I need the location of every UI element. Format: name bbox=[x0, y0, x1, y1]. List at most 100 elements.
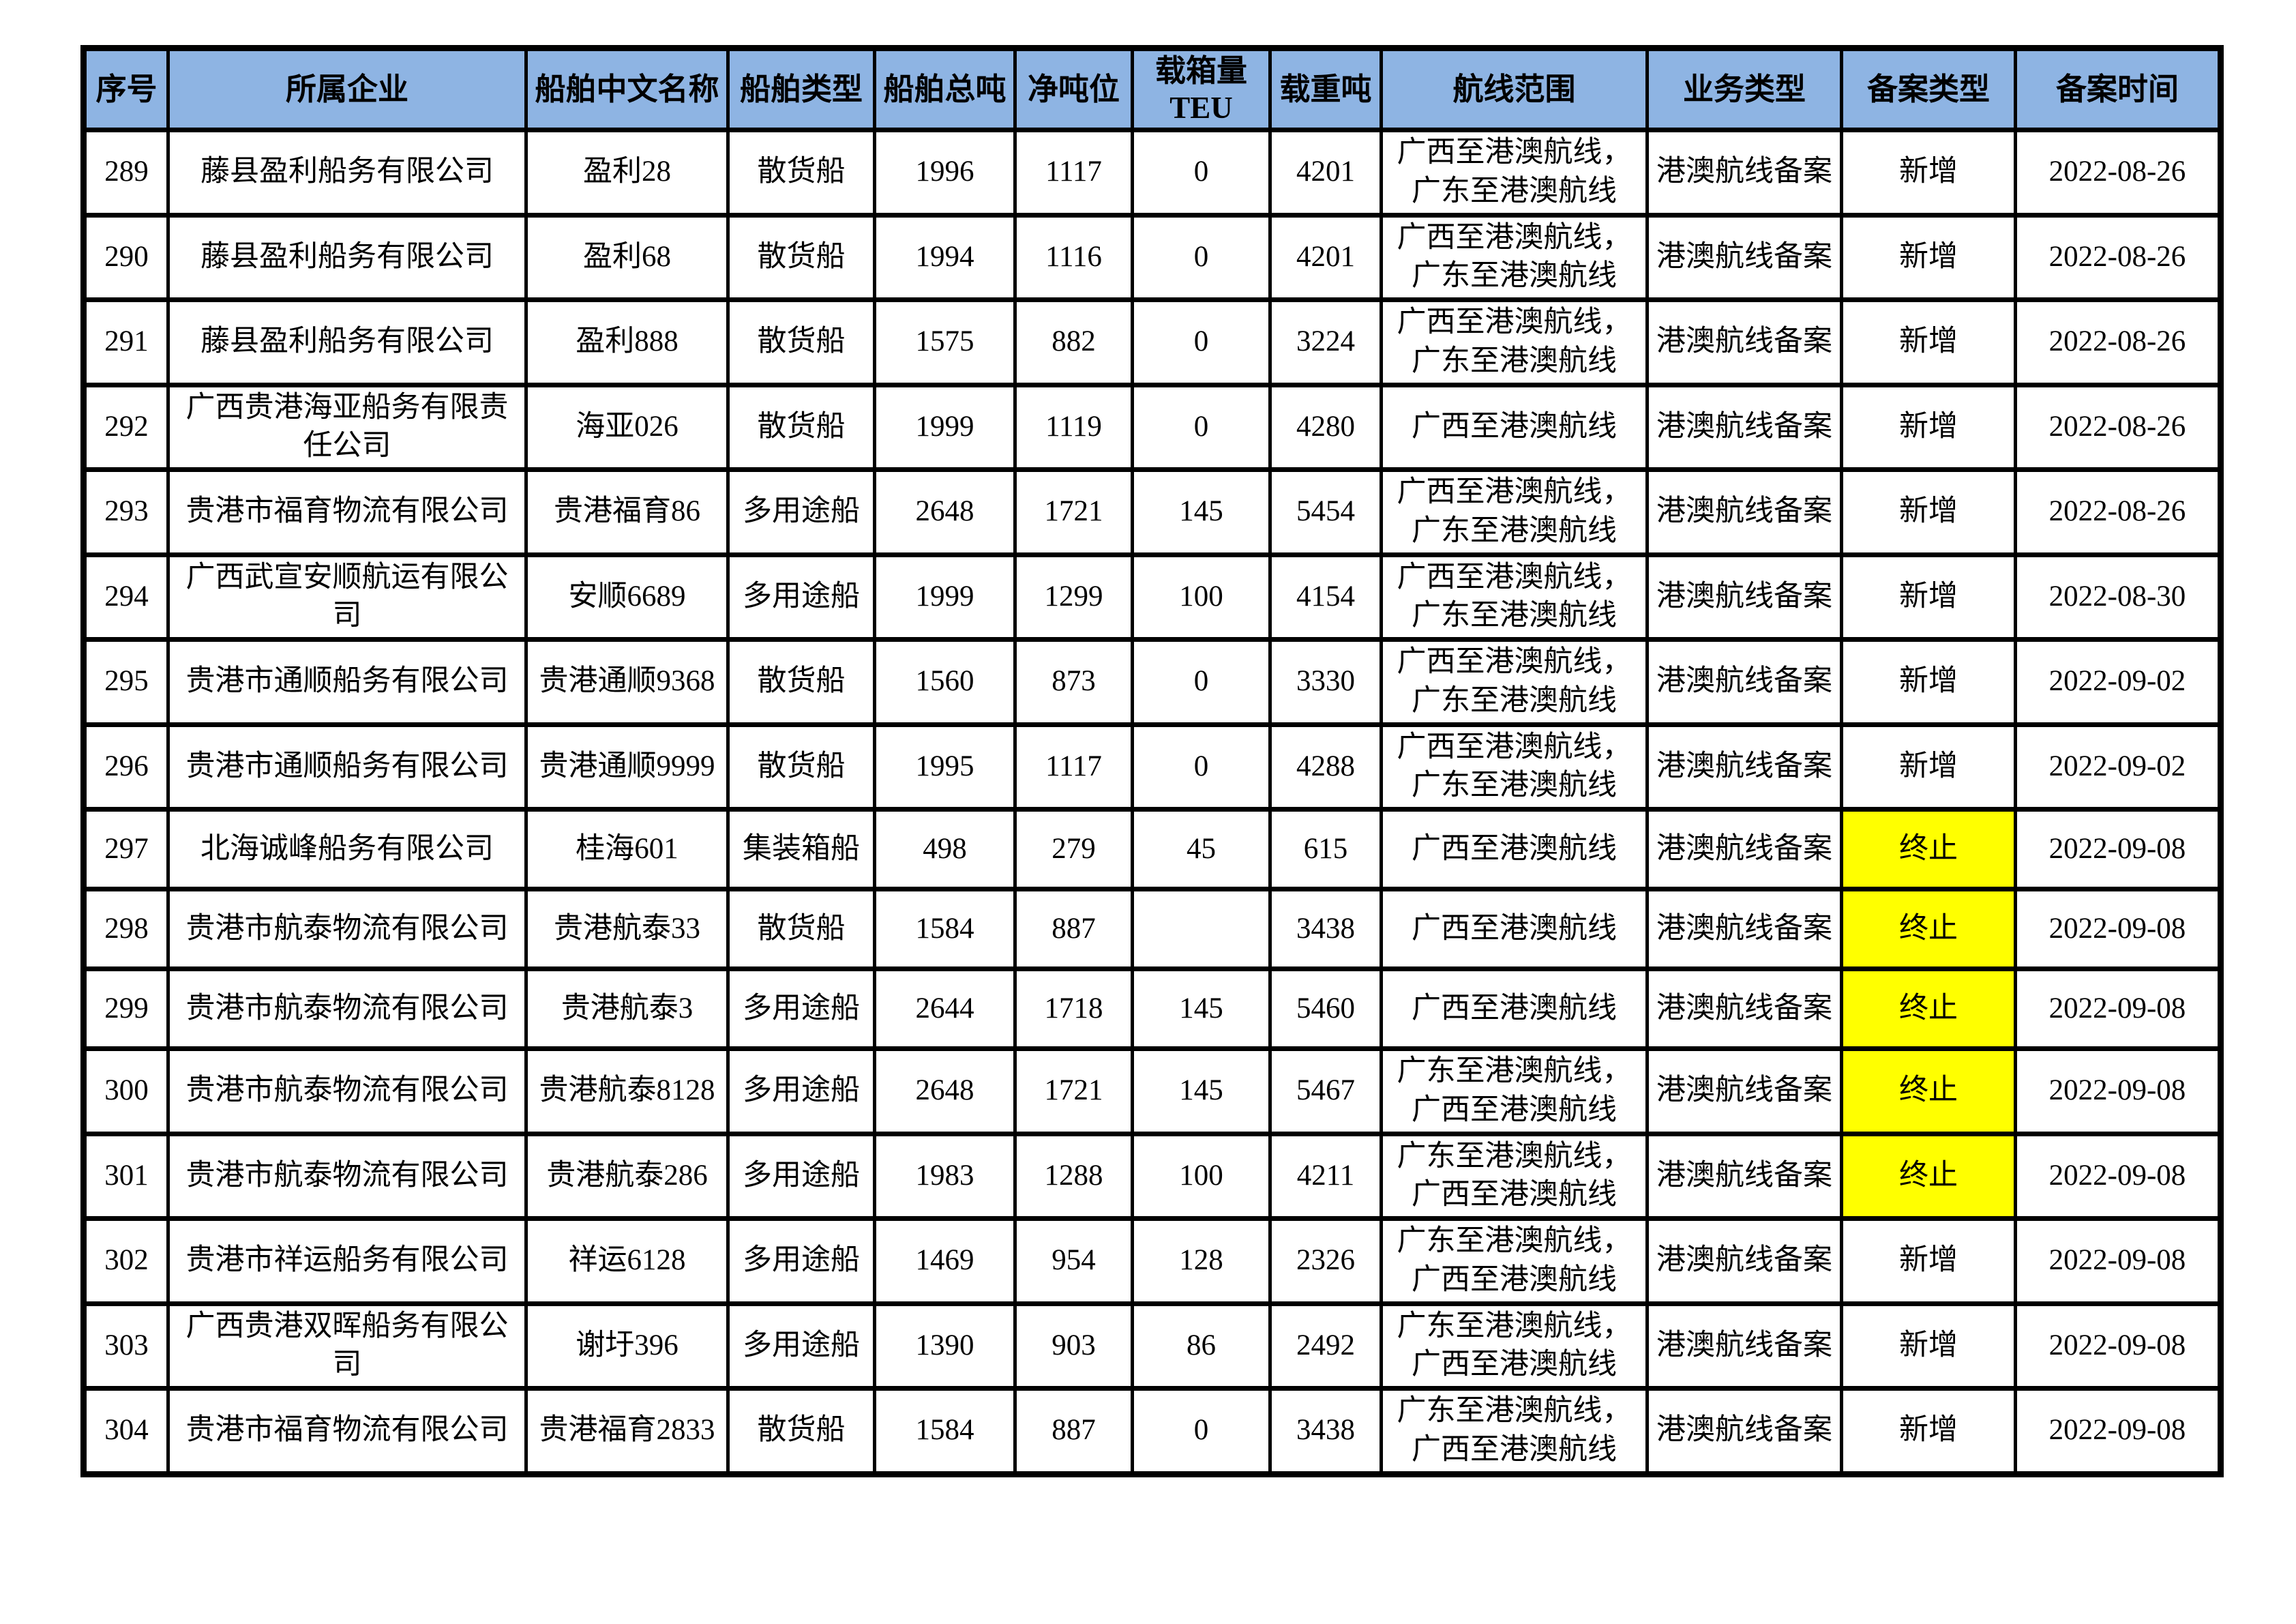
cell-dwt: 5454 bbox=[1268, 467, 1383, 557]
cell-teu: 0 bbox=[1131, 1386, 1272, 1477]
cell-biz: 港澳航线备案 bbox=[1645, 722, 1843, 812]
cell-no: 300 bbox=[82, 1046, 170, 1136]
cell-gross: 1995 bbox=[873, 722, 1017, 812]
cell-route: 广西至港澳航线， 广东至港澳航线 bbox=[1380, 552, 1649, 642]
cell-company: 贵港市航泰物流有限公司 bbox=[166, 1131, 528, 1221]
cell-net: 1718 bbox=[1013, 966, 1134, 1051]
cell-type: 散货船 bbox=[726, 887, 876, 971]
cell-no: 302 bbox=[82, 1216, 170, 1306]
cell-dwt: 3438 bbox=[1268, 1386, 1383, 1477]
cell-ship: 安顺6689 bbox=[524, 552, 730, 642]
cell-date: 2022-08-26 bbox=[2014, 297, 2222, 387]
cell-biz: 港澳航线备案 bbox=[1645, 1386, 1843, 1477]
cell-company: 广西武宣安顺航运有限公司 bbox=[166, 552, 528, 642]
cell-route: 广西至港澳航线， 广东至港澳航线 bbox=[1380, 637, 1649, 727]
cell-gross: 2644 bbox=[873, 966, 1017, 1051]
cell-gross: 2648 bbox=[873, 467, 1017, 557]
cell-date: 2022-09-08 bbox=[2014, 1301, 2222, 1391]
cell-dwt: 4201 bbox=[1268, 128, 1383, 218]
column-header-gross-tonnage: 船舶总吨 bbox=[873, 46, 1017, 132]
cell-type: 集装箱船 bbox=[726, 807, 876, 891]
cell-biz: 港澳航线备案 bbox=[1645, 887, 1843, 971]
cell-filing: 新增 bbox=[1840, 212, 2017, 302]
cell-route: 广西至港澳航线 bbox=[1380, 807, 1649, 891]
table-row: 293 贵港市福育物流有限公司 贵港福育86 多用途船 2648 1721 145 5454 广… bbox=[82, 467, 2222, 557]
table-row: 300 贵港市航泰物流有限公司 贵港航泰8128 多用途船 2648 1721 145 546… bbox=[82, 1046, 2222, 1136]
cell-company: 藤县盈利船务有限公司 bbox=[166, 212, 528, 302]
cell-teu: 100 bbox=[1131, 552, 1272, 642]
cell-dwt: 615 bbox=[1268, 807, 1383, 891]
table-row: 299 贵港市航泰物流有限公司 贵港航泰3 多用途船 2644 1718 145 5460 广西… bbox=[82, 966, 2222, 1051]
cell-ship: 贵港通顺9999 bbox=[524, 722, 730, 812]
cell-ship: 盈利888 bbox=[524, 297, 730, 387]
cell-route: 广西至港澳航线， 广东至港澳航线 bbox=[1380, 128, 1649, 218]
column-header-filing-date: 备案时间 bbox=[2014, 46, 2222, 132]
cell-net: 279 bbox=[1013, 807, 1134, 891]
cell-no: 297 bbox=[82, 807, 170, 891]
cell-teu: 145 bbox=[1131, 966, 1272, 1051]
cell-type: 多用途船 bbox=[726, 552, 876, 642]
cell-type: 散货船 bbox=[726, 297, 876, 387]
cell-no: 304 bbox=[82, 1386, 170, 1477]
cell-biz: 港澳航线备案 bbox=[1645, 552, 1843, 642]
cell-company: 贵港市福育物流有限公司 bbox=[166, 467, 528, 557]
cell-date: 2022-09-08 bbox=[2014, 807, 2222, 891]
cell-biz: 港澳航线备案 bbox=[1645, 467, 1843, 557]
cell-ship: 谢圩396 bbox=[524, 1301, 730, 1391]
column-header-company: 所属企业 bbox=[166, 46, 528, 132]
cell-route: 广西至港澳航线， 广东至港澳航线 bbox=[1380, 212, 1649, 302]
cell-ship: 海亚026 bbox=[524, 382, 730, 472]
cell-ship: 贵港航泰286 bbox=[524, 1131, 730, 1221]
cell-net: 1288 bbox=[1013, 1131, 1134, 1221]
table-body: 289 藤县盈利船务有限公司 盈利28 散货船 1996 1117 0 4201 广西至港澳航线… bbox=[82, 128, 2222, 1477]
cell-biz: 港澳航线备案 bbox=[1645, 637, 1843, 727]
cell-net: 1119 bbox=[1013, 382, 1134, 472]
cell-biz: 港澳航线备案 bbox=[1645, 1131, 1843, 1221]
cell-date: 2022-09-02 bbox=[2014, 637, 2222, 727]
column-header-ship-name: 船舶中文名称 bbox=[524, 46, 730, 132]
cell-ship: 桂海601 bbox=[524, 807, 730, 891]
cell-biz: 港澳航线备案 bbox=[1645, 128, 1843, 218]
cell-net: 887 bbox=[1013, 1386, 1134, 1477]
cell-gross: 1469 bbox=[873, 1216, 1017, 1306]
ship-filing-table: 序号 所属企业 船舶中文名称 船舶类型 船舶总吨 净吨位 载箱量TEU 载重吨 … bbox=[80, 45, 2224, 1477]
cell-ship: 贵港通顺9368 bbox=[524, 637, 730, 727]
cell-type: 多用途船 bbox=[726, 467, 876, 557]
cell-gross: 1994 bbox=[873, 212, 1017, 302]
cell-biz: 港澳航线备案 bbox=[1645, 1301, 1843, 1391]
cell-teu: 0 bbox=[1131, 212, 1272, 302]
cell-net: 1299 bbox=[1013, 552, 1134, 642]
cell-filing: 新增 bbox=[1840, 1216, 2017, 1306]
cell-net: 1117 bbox=[1013, 722, 1134, 812]
cell-teu: 0 bbox=[1131, 297, 1272, 387]
cell-type: 多用途船 bbox=[726, 1301, 876, 1391]
cell-dwt: 5460 bbox=[1268, 966, 1383, 1051]
cell-teu: 0 bbox=[1131, 128, 1272, 218]
cell-filing: 终止 bbox=[1840, 807, 2017, 891]
cell-type: 多用途船 bbox=[726, 1216, 876, 1306]
cell-dwt: 5467 bbox=[1268, 1046, 1383, 1136]
cell-type: 散货船 bbox=[726, 128, 876, 218]
cell-biz: 港澳航线备案 bbox=[1645, 1046, 1843, 1136]
cell-teu: 0 bbox=[1131, 382, 1272, 472]
cell-date: 2022-08-26 bbox=[2014, 382, 2222, 472]
cell-route: 广东至港澳航线， 广西至港澳航线 bbox=[1380, 1131, 1649, 1221]
cell-gross: 1584 bbox=[873, 887, 1017, 971]
cell-biz: 港澳航线备案 bbox=[1645, 297, 1843, 387]
cell-dwt: 4154 bbox=[1268, 552, 1383, 642]
header-row: 序号 所属企业 船舶中文名称 船舶类型 船舶总吨 净吨位 载箱量TEU 载重吨 … bbox=[82, 46, 2222, 132]
cell-type: 散货船 bbox=[726, 212, 876, 302]
cell-type: 散货船 bbox=[726, 382, 876, 472]
cell-type: 多用途船 bbox=[726, 1131, 876, 1221]
cell-dwt: 4280 bbox=[1268, 382, 1383, 472]
column-header-no: 序号 bbox=[82, 46, 170, 132]
cell-ship: 盈利28 bbox=[524, 128, 730, 218]
cell-ship: 贵港航泰3 bbox=[524, 966, 730, 1051]
cell-filing: 新增 bbox=[1840, 1301, 2017, 1391]
table-row: 298 贵港市航泰物流有限公司 贵港航泰33 散货船 1584 887 3438 广西至港澳航… bbox=[82, 887, 2222, 971]
cell-company: 贵港市航泰物流有限公司 bbox=[166, 966, 528, 1051]
cell-filing: 新增 bbox=[1840, 297, 2017, 387]
table-row: 292 广西贵港海亚船务有限责任公司 海亚026 散货船 1999 1119 0 4280 广西… bbox=[82, 382, 2222, 472]
table-row: 294 广西武宣安顺航运有限公司 安顺6689 多用途船 1999 1299 100 4154… bbox=[82, 552, 2222, 642]
cell-filing: 终止 bbox=[1840, 887, 2017, 971]
